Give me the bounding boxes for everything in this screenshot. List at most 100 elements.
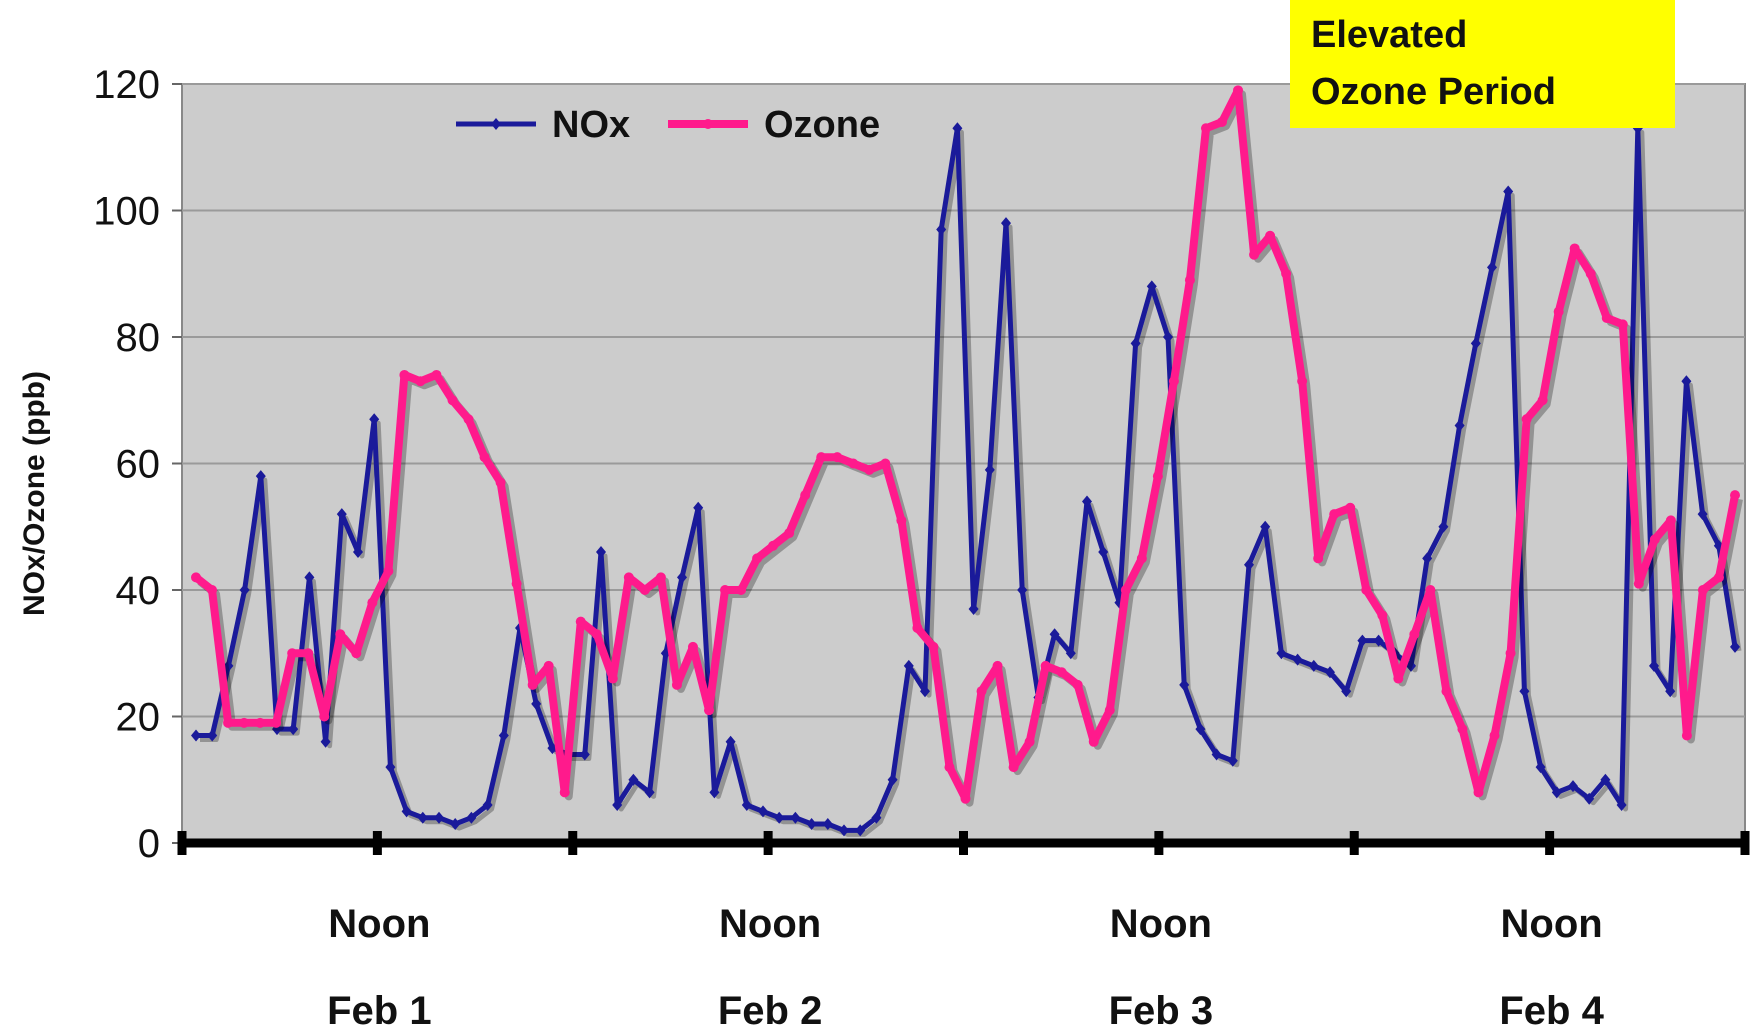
legend-marker xyxy=(703,119,713,129)
point-nox xyxy=(822,818,833,831)
point-nox xyxy=(1195,723,1206,736)
point-nox xyxy=(1454,419,1465,432)
y-tick-label: 120 xyxy=(93,63,160,107)
y-tick-label: 100 xyxy=(93,190,160,234)
point-ozone xyxy=(607,673,618,684)
point-ozone xyxy=(928,641,939,652)
point-ozone xyxy=(1665,515,1676,526)
point-ozone xyxy=(543,660,554,671)
point-ozone xyxy=(896,515,907,526)
annotation-box: Elevated Ozone Period xyxy=(1290,0,1675,128)
point-ozone xyxy=(351,648,362,659)
point-ozone xyxy=(1217,116,1227,127)
point-ozone xyxy=(1345,502,1356,513)
point-nox xyxy=(1179,678,1190,691)
point-nox xyxy=(1227,754,1238,767)
point-ozone xyxy=(832,452,843,463)
point-nox xyxy=(887,773,898,786)
point-nox xyxy=(1276,647,1287,660)
point-nox xyxy=(1260,520,1271,533)
point-nox xyxy=(903,659,914,672)
y-tick-label: 0 xyxy=(138,822,160,866)
point-ozone xyxy=(1233,85,1244,96)
point-ozone xyxy=(383,566,394,577)
point-nox xyxy=(1487,261,1497,274)
y-tick-label: 60 xyxy=(116,443,161,487)
point-ozone xyxy=(752,553,763,564)
point-nox xyxy=(596,546,606,559)
x-label-time: Noon xyxy=(1501,902,1603,946)
point-nox xyxy=(871,811,882,824)
y-tick-label: 20 xyxy=(116,696,161,740)
point-nox xyxy=(1130,337,1141,350)
point-nox xyxy=(936,223,947,236)
point-ozone xyxy=(191,572,201,583)
point-nox xyxy=(1341,685,1352,698)
point-nox xyxy=(1017,584,1028,596)
point-nox xyxy=(1584,792,1595,805)
series-nox xyxy=(191,122,1742,837)
point-ozone xyxy=(1489,730,1500,741)
point-nox xyxy=(401,805,412,818)
x-label-date: Feb 2 xyxy=(718,989,822,1033)
point-nox xyxy=(1551,786,1562,799)
point-nox xyxy=(320,735,331,748)
point-ozone xyxy=(1713,572,1724,583)
point-nox xyxy=(434,811,444,824)
x-label-time: Noon xyxy=(719,902,821,946)
point-ozone xyxy=(447,395,458,406)
point-ozone xyxy=(303,648,314,659)
point-ozone xyxy=(399,369,410,380)
point-nox xyxy=(1681,375,1692,388)
point-nox xyxy=(839,824,849,837)
point-ozone xyxy=(239,717,250,728)
point-nox xyxy=(758,805,768,818)
point-ozone xyxy=(639,585,650,595)
point-ozone xyxy=(1730,490,1740,501)
point-ozone xyxy=(944,762,955,773)
point-nox xyxy=(482,799,493,812)
point-ozone xyxy=(976,686,987,697)
point-ozone xyxy=(1136,553,1147,564)
point-nox xyxy=(353,546,363,559)
point-nox xyxy=(369,413,380,426)
point-ozone xyxy=(255,717,266,728)
legend-label-nox: NOx xyxy=(552,104,630,146)
point-ozone xyxy=(479,452,490,463)
point-nox xyxy=(693,501,704,514)
point-nox xyxy=(1730,640,1740,653)
point-ozone xyxy=(1569,243,1580,254)
point-ozone xyxy=(1265,230,1276,241)
point-ozone xyxy=(992,660,1003,671)
series-layer xyxy=(191,85,1743,837)
point-nox xyxy=(579,748,590,761)
point-ozone xyxy=(1168,376,1179,387)
point-nox xyxy=(385,761,396,774)
point-nox xyxy=(1519,685,1530,698)
point-nox xyxy=(1098,546,1109,559)
point-nox xyxy=(741,799,752,812)
series-ozone xyxy=(191,85,1743,807)
point-ozone xyxy=(1441,686,1452,697)
point-nox xyxy=(1503,185,1514,198)
point-ozone xyxy=(1184,275,1195,286)
point-ozone xyxy=(768,540,779,551)
point-nox xyxy=(806,818,817,831)
point-ozone xyxy=(687,641,698,652)
point-ozone xyxy=(511,578,522,589)
point-nox xyxy=(1325,666,1335,679)
point-ozone xyxy=(1040,660,1051,671)
point-ozone xyxy=(704,705,714,716)
point-ozone xyxy=(720,585,731,595)
point-ozone xyxy=(1457,724,1468,735)
point-nox xyxy=(1049,628,1060,641)
point-ozone xyxy=(1281,268,1292,279)
point-nox xyxy=(1146,280,1157,293)
point-ozone xyxy=(207,585,218,595)
point-ozone xyxy=(1088,736,1099,747)
x-label-time: Noon xyxy=(1110,902,1212,946)
annotation-line-2: Ozone Period xyxy=(1311,71,1556,113)
point-ozone xyxy=(623,572,634,583)
point-nox xyxy=(1649,659,1659,672)
point-ozone xyxy=(1008,762,1019,773)
